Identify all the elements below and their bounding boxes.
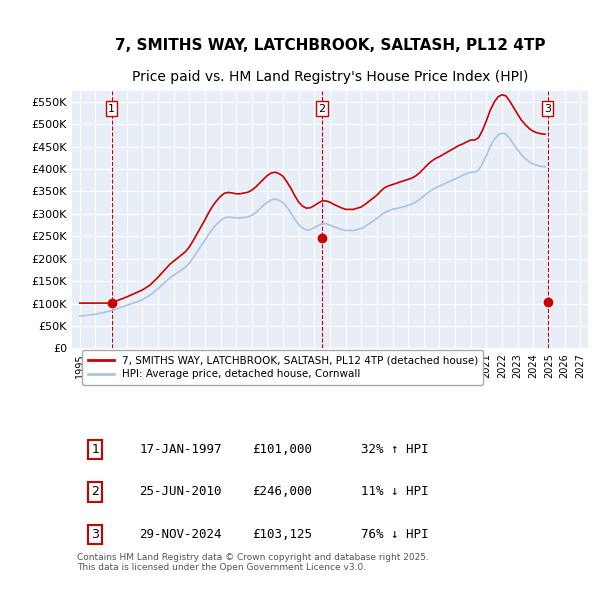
Text: 3: 3 xyxy=(544,104,551,114)
Text: 3: 3 xyxy=(91,528,99,541)
Text: 2: 2 xyxy=(319,104,325,114)
Text: 25-JUN-2010: 25-JUN-2010 xyxy=(139,486,221,499)
Text: 29-NOV-2024: 29-NOV-2024 xyxy=(139,528,221,541)
Text: £103,125: £103,125 xyxy=(253,528,313,541)
Text: 7, SMITHS WAY, LATCHBROOK, SALTASH, PL12 4TP: 7, SMITHS WAY, LATCHBROOK, SALTASH, PL12… xyxy=(115,38,545,53)
Legend: 7, SMITHS WAY, LATCHBROOK, SALTASH, PL12 4TP (detached house), HPI: Average pric: 7, SMITHS WAY, LATCHBROOK, SALTASH, PL12… xyxy=(82,350,484,385)
Text: £246,000: £246,000 xyxy=(253,486,313,499)
Text: £101,000: £101,000 xyxy=(253,443,313,456)
Text: 2: 2 xyxy=(91,486,99,499)
Text: Price paid vs. HM Land Registry's House Price Index (HPI): Price paid vs. HM Land Registry's House … xyxy=(132,70,528,84)
Text: 32% ↑ HPI: 32% ↑ HPI xyxy=(361,443,428,456)
Text: Contains HM Land Registry data © Crown copyright and database right 2025.
This d: Contains HM Land Registry data © Crown c… xyxy=(77,552,429,572)
Text: 11% ↓ HPI: 11% ↓ HPI xyxy=(361,486,428,499)
Text: 17-JAN-1997: 17-JAN-1997 xyxy=(139,443,221,456)
Text: 76% ↓ HPI: 76% ↓ HPI xyxy=(361,528,428,541)
Text: 1: 1 xyxy=(108,104,115,114)
Text: 1: 1 xyxy=(91,443,99,456)
